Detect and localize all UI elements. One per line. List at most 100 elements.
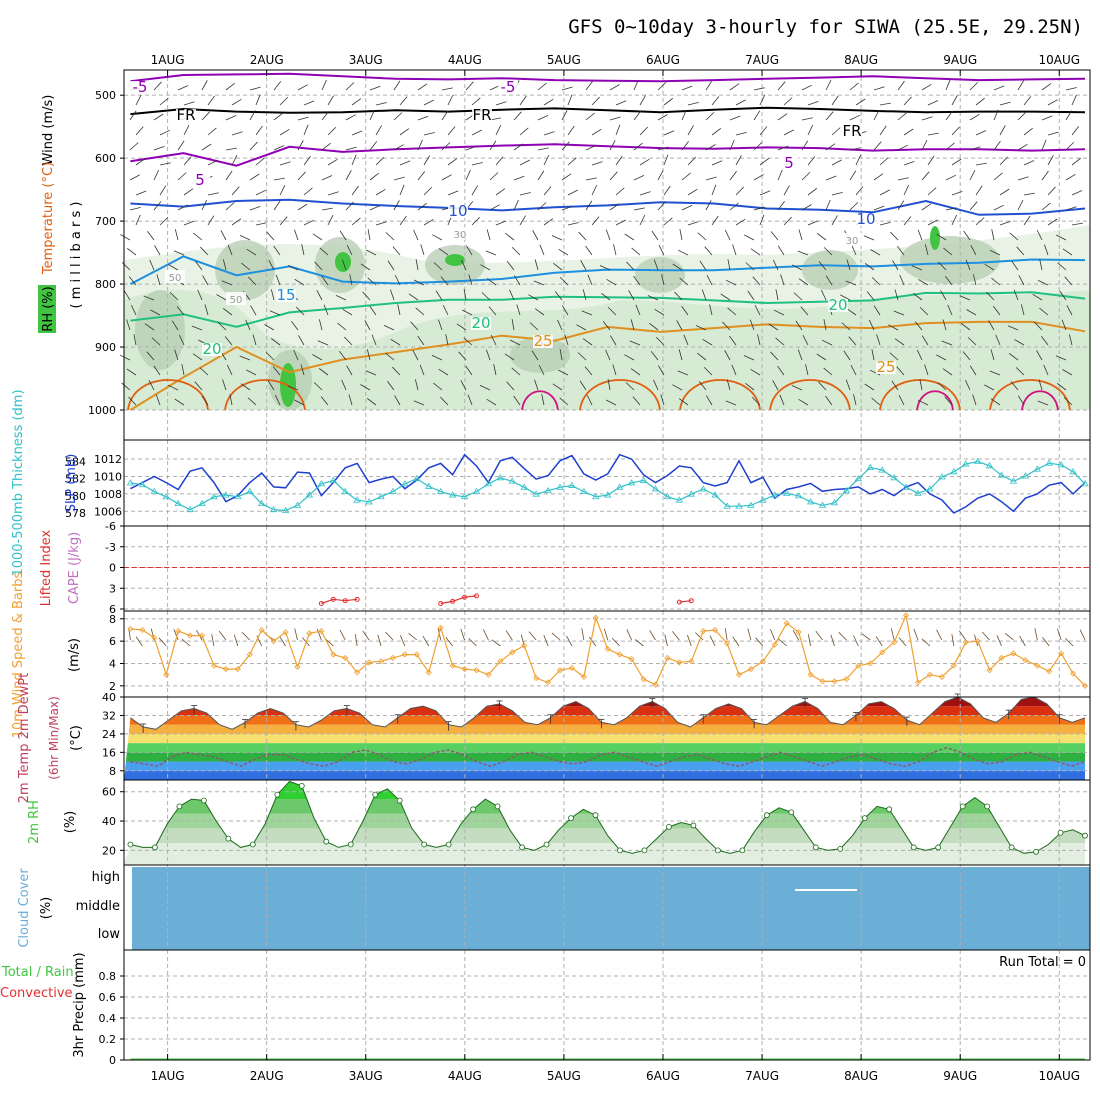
wind-barb: [534, 308, 545, 316]
wind-barb: [247, 397, 257, 406]
isotherm-label-bg: [498, 81, 518, 94]
precip-total-label: Total / Rain: [1, 965, 74, 980]
wind-barb: [342, 259, 347, 271]
wind-barb: [201, 143, 212, 151]
wind10m-point: [831, 678, 838, 685]
wind-barb: [711, 160, 723, 166]
wind-barb: [677, 370, 689, 376]
wind-barb: [991, 277, 1001, 286]
wind10m-point: [473, 667, 480, 674]
wind10m-point: [282, 629, 289, 636]
wind-barb: [969, 201, 978, 211]
thickness-point: [627, 479, 636, 486]
wind-axis-label: Wind (m/s): [41, 95, 56, 166]
wind-barb: [1038, 379, 1043, 391]
thickness-tick-label: 582: [65, 473, 86, 486]
wind10m-point: [366, 659, 373, 666]
thickness-point: [389, 487, 397, 495]
wind10m-barb: [649, 630, 656, 641]
wind10m-point: [306, 630, 313, 637]
lifted-index-tick-label: 0: [109, 562, 116, 575]
isotherm-label: 20: [471, 314, 490, 332]
wind-barb: [412, 350, 419, 361]
wind-barb: [663, 130, 675, 136]
wind-barb: [314, 261, 323, 271]
isotherm-label: 20: [202, 340, 221, 358]
thickness-point: [269, 505, 278, 513]
rh-point: [886, 806, 893, 813]
thickness-point: [950, 468, 958, 475]
wind-barb: [582, 289, 587, 301]
wind10m-barb: [566, 635, 573, 647]
thickness-point: [747, 501, 755, 508]
wind10m-barb: [491, 639, 501, 647]
wind-barb: [511, 367, 521, 376]
thickness-point: [699, 485, 707, 492]
wind10m-point: [246, 651, 253, 658]
wind-barb: [149, 259, 155, 271]
wind-barb: [468, 274, 473, 286]
wind-barb: [346, 365, 353, 376]
bottom-day-tick-label: 5AUG: [547, 1069, 581, 1083]
wind-barb: [919, 307, 929, 316]
pressure-tick-label: 900: [95, 341, 116, 354]
lifted-index-point: [438, 600, 444, 606]
wind-barb: [201, 111, 210, 121]
rh-band: [124, 799, 1086, 814]
wind-barb: [759, 214, 765, 226]
wind-barb: [711, 128, 722, 136]
wind-barb: [777, 113, 788, 121]
wind-barb: [279, 161, 291, 166]
thickness-point: [436, 487, 445, 495]
wind-barb: [807, 101, 819, 106]
wind-barb: [413, 229, 419, 241]
wind-barb: [399, 128, 410, 136]
wind10m-point: [413, 651, 420, 658]
wind-speed-tick-label: 4: [109, 657, 116, 670]
wind-barb: [605, 229, 611, 241]
wind-barb: [438, 368, 449, 376]
wind-barb: [999, 101, 1011, 106]
wind-barb: [415, 307, 425, 316]
wind-barb: [759, 126, 768, 136]
thickness-point: [985, 462, 994, 469]
wind-barb: [927, 155, 935, 166]
wind-barb: [463, 337, 473, 346]
wind10m-point: [819, 678, 826, 685]
wind10m-barb: [1065, 638, 1074, 647]
wind-barb: [888, 324, 899, 331]
wind-barb: [969, 365, 977, 376]
wind-speed-tick-label: 8: [109, 613, 116, 626]
wind-barb: [849, 202, 859, 211]
wind-barb: [729, 139, 735, 151]
thickness-point: [926, 485, 934, 492]
wind-barb: [1015, 367, 1025, 376]
wind-barb: [969, 81, 979, 91]
lifted-index-point: [330, 596, 336, 602]
wind-barb: [183, 125, 190, 136]
precip-units-label: 3hr Precip (mm): [72, 952, 87, 1057]
wind-barb: [207, 192, 219, 196]
wind-barb: [312, 354, 323, 361]
bottom-day-tick-label: 3AUG: [349, 1069, 383, 1083]
wind-barb: [408, 293, 419, 301]
wind10m-barb: [173, 629, 179, 641]
wind10m-units-label: (m/s): [67, 638, 82, 672]
thickness-point: [222, 491, 230, 498]
wind-speed-tick-label: 2: [109, 680, 116, 693]
wind-barb: [327, 158, 338, 166]
panel-frame: [123, 610, 1091, 698]
wind-barb: [417, 83, 428, 91]
wind-barb: [558, 369, 569, 376]
thickness-point: [592, 492, 600, 500]
wind-barb: [945, 79, 951, 91]
wind-barb: [174, 398, 185, 406]
wind-barb: [704, 246, 713, 256]
wind10m-barb: [695, 632, 704, 641]
wind-barb: [630, 319, 635, 331]
wind-barb: [559, 276, 569, 286]
wind-barb: [129, 142, 139, 151]
wind-barb: [770, 351, 779, 361]
wind-barb: [146, 351, 155, 361]
wind10m-point: [628, 655, 635, 663]
